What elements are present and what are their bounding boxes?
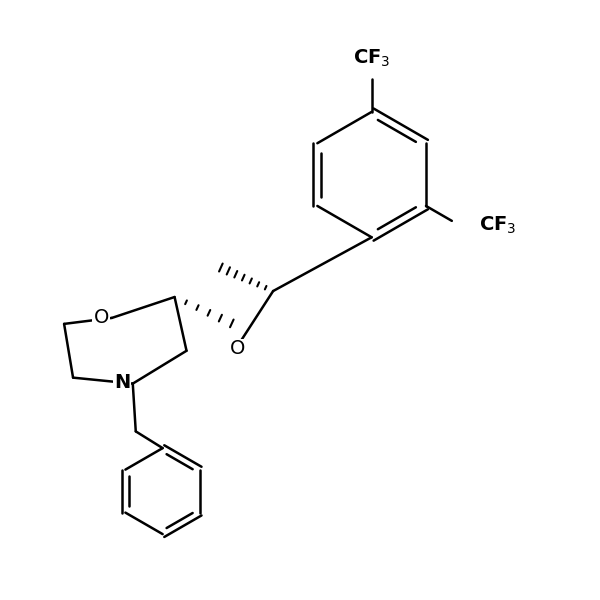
Text: O: O — [94, 308, 109, 328]
Text: CF$_3$: CF$_3$ — [479, 215, 516, 236]
Text: N: N — [114, 373, 130, 392]
Text: O: O — [230, 340, 245, 358]
Text: CF$_3$: CF$_3$ — [353, 47, 391, 69]
